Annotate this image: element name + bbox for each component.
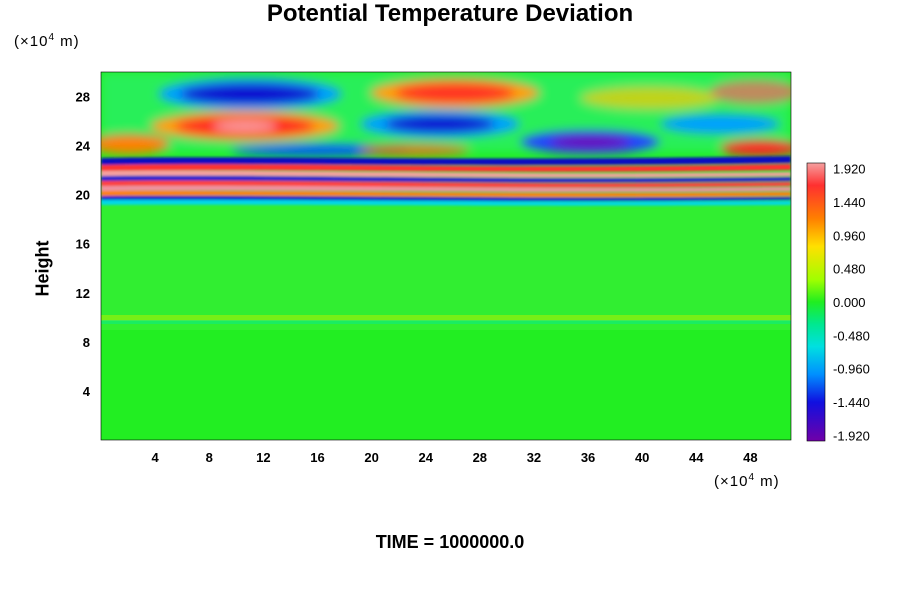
band-pos-1: [101, 164, 791, 172]
colorbar-tick-label: 0.000: [833, 295, 866, 310]
x-tick-label: 4: [152, 450, 160, 465]
anomaly-pos-9: [101, 134, 170, 154]
x-tick-label: 28: [473, 450, 487, 465]
anomaly-min-7: [550, 136, 630, 148]
heatmap-field: [101, 72, 791, 440]
y-tick-label: 16: [76, 237, 90, 252]
x-tick-label: 16: [310, 450, 324, 465]
anomaly-neg-6: [385, 115, 495, 133]
x-tick-label: 32: [527, 450, 541, 465]
y-axis-ticks: 4 8 12 16 20 24 28: [76, 90, 91, 399]
chart-title: Potential Temperature Deviation: [266, 0, 634, 27]
anomaly-neg-8: [660, 114, 780, 134]
upper-anomalies: [101, 72, 791, 156]
y-tick-label: 28: [76, 90, 90, 105]
colorbar-tick-label: 1.440: [833, 195, 866, 210]
anomaly-pos-3: [580, 86, 720, 110]
x-tick-label: 12: [256, 450, 270, 465]
field-band-10: [101, 315, 791, 321]
x-axis-unit: (×104 m): [714, 472, 780, 490]
y-tick-label: 8: [83, 335, 90, 350]
stratified-bands: [101, 156, 791, 206]
y-tick-label: 12: [76, 286, 90, 301]
colorbar-tick-label: -0.480: [833, 328, 870, 343]
field-turbulent-zone: [101, 200, 791, 330]
anomaly-pos-12: [360, 144, 470, 156]
anomaly-max-5: [213, 121, 277, 131]
colorbar-tick-label: -1.920: [833, 428, 870, 443]
y-tick-label: 20: [76, 188, 90, 203]
band-neg-2: [101, 175, 791, 183]
colorbar: [806, 162, 826, 442]
anomaly-pos-2: [395, 83, 515, 103]
x-tick-label: 20: [364, 450, 378, 465]
colorbar-tick-label: 0.480: [833, 262, 866, 277]
x-tick-label: 36: [581, 450, 595, 465]
colorbar-ticks: 1.920 1.440 0.960 0.480 0.000 -0.480 -0.960 -1.…: [833, 162, 870, 444]
anomaly-pos-11: [720, 140, 791, 156]
band-max-2: [101, 185, 791, 192]
anomaly-neg-1: [180, 83, 320, 105]
x-tick-label: 8: [206, 450, 213, 465]
plot-frame: [100, 71, 792, 441]
band-neg-1: [101, 156, 791, 166]
x-axis-ticks: 4 8 12 16 20 24 28 32 36 40 44 48: [152, 450, 758, 465]
band-pos-2: [101, 180, 791, 188]
y-tick-label: 24: [76, 139, 91, 154]
colorbar-tick-label: 0.960: [833, 228, 866, 243]
colorbar-tick-label: 1.920: [833, 162, 866, 177]
x-tick-label: 24: [418, 450, 433, 465]
y-axis-unit: (×104 m): [14, 32, 80, 50]
x-tick-label: 40: [635, 450, 649, 465]
band-neg-4: [101, 199, 791, 206]
time-annotation: TIME = 1000000.0: [375, 532, 525, 552]
band-max-1: [101, 170, 791, 178]
band-pos-3: [101, 190, 791, 197]
x-tick-label: 48: [743, 450, 757, 465]
colorbar-tick-label: -0.960: [833, 362, 870, 377]
anomaly-pos-4: [710, 80, 791, 104]
anomaly-neg-10: [230, 144, 410, 156]
colorbar-tick-label: -1.440: [833, 395, 870, 410]
field-band-10b: [101, 320, 791, 324]
x-tick-label: 44: [689, 450, 704, 465]
y-tick-label: 4: [83, 384, 91, 399]
band-neg-3: [101, 195, 791, 202]
